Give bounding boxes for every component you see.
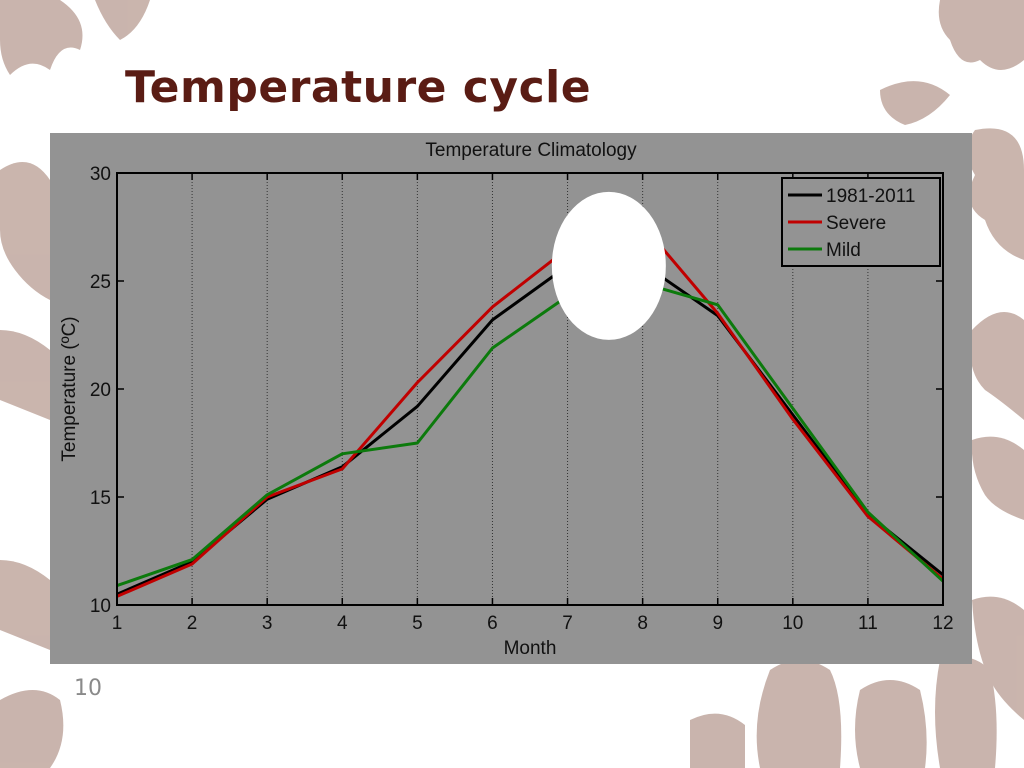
x-tick-label: 1 xyxy=(112,613,123,634)
highlight-ellipse xyxy=(551,191,666,340)
leaf-decoration xyxy=(935,656,997,768)
leaf-decoration xyxy=(972,596,1024,720)
x-tick-label: 7 xyxy=(562,613,573,634)
chart-title: Temperature Climatology xyxy=(425,140,637,161)
y-tick-label: 30 xyxy=(90,164,111,185)
series-line-severe xyxy=(116,223,944,598)
leaf-decoration xyxy=(0,560,50,650)
series-layer xyxy=(116,223,945,598)
x-tick-label: 12 xyxy=(932,613,953,634)
leaf-decoration xyxy=(970,312,1024,420)
leaf-decoration xyxy=(0,330,50,420)
leaf-decoration xyxy=(756,660,842,768)
series-line-mild xyxy=(116,281,945,588)
x-tick-label: 2 xyxy=(187,613,198,634)
slide-title: Temperature cycle xyxy=(125,62,592,113)
y-axis-label: Temperature (ºC) xyxy=(59,316,80,461)
y-tick-label: 10 xyxy=(90,596,111,617)
y-tick-label: 20 xyxy=(90,380,111,401)
leaf-decoration xyxy=(0,162,50,300)
temperature-chart: Temperature Climatology 1 2 3 4 5 6 7 8 9 10 11 121… xyxy=(59,140,954,659)
leaf-decoration xyxy=(880,81,950,125)
series-line-1981-2011 xyxy=(116,262,944,596)
chart-panel: Temperature Climatology 1 2 3 4 5 6 7 8 9 10 11 12 1… xyxy=(50,133,972,664)
y-tick-label: 25 xyxy=(90,272,111,293)
legend: 1981-2011 Severe Mild xyxy=(781,177,941,267)
page-number: 10 xyxy=(74,676,102,701)
leaf-decoration xyxy=(95,0,150,40)
x-tick-label: 4 xyxy=(337,613,348,634)
x-tick-label: 9 xyxy=(712,613,723,634)
leaf-decoration xyxy=(0,690,64,768)
leaf-decoration xyxy=(971,436,1024,520)
legend-entry-label: Mild xyxy=(826,240,861,261)
leaf-decoration xyxy=(938,0,1024,70)
leaf-decoration xyxy=(0,0,83,75)
leaf-decoration xyxy=(690,713,745,768)
legend-entry-label: Severe xyxy=(826,213,886,234)
x-axis-label: Month xyxy=(504,638,557,659)
x-tick-label: 5 xyxy=(412,613,423,634)
x-tick-label: 11 xyxy=(858,613,878,634)
x-tick-label: 6 xyxy=(487,613,498,634)
plot-frame xyxy=(116,172,944,606)
legend-entry-label: 1981-2011 xyxy=(826,186,915,207)
leaf-decoration xyxy=(855,680,927,768)
x-tick-label: 8 xyxy=(637,613,648,634)
x-tick-label: 10 xyxy=(782,613,803,634)
grid-layer xyxy=(191,173,869,605)
y-tick-label: 15 xyxy=(90,488,111,509)
highlight-layer xyxy=(551,191,666,340)
x-tick-label: 3 xyxy=(262,613,273,634)
leaf-decoration xyxy=(967,128,1024,260)
